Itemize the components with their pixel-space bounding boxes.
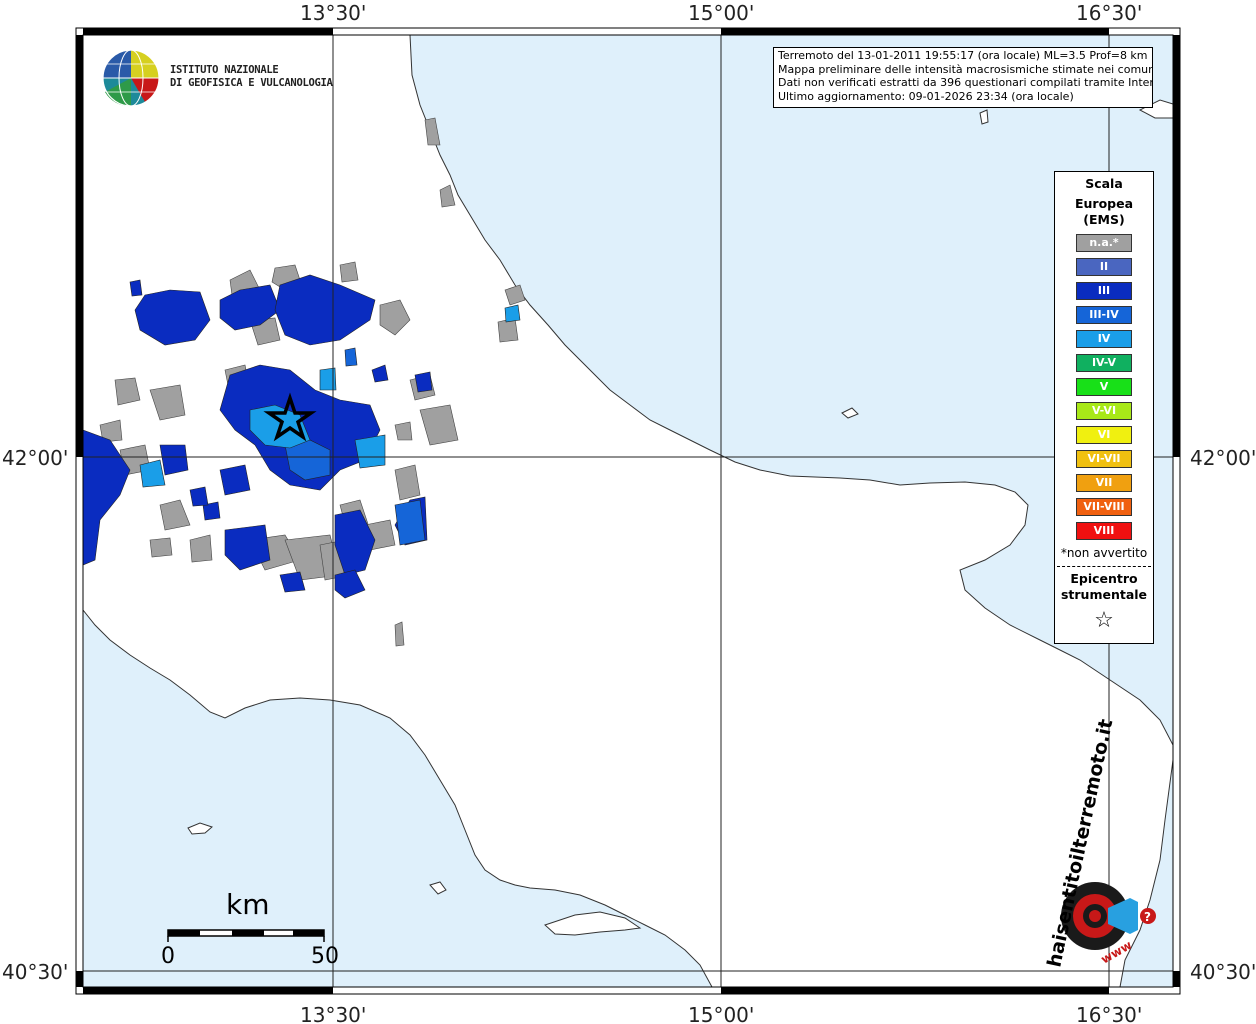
- peninsula: [544, 911, 642, 936]
- scalebar-min: 0: [161, 944, 175, 969]
- legend-swatch: V: [1076, 378, 1132, 396]
- ingv-line-1: ISTITUTO NAZIONALE: [170, 64, 279, 76]
- left-label-2: 40°30': [2, 960, 68, 984]
- adriatic-sea: [409, 34, 1174, 746]
- bottom-label-3: 16°30': [1076, 1003, 1142, 1024]
- info-line-3: Dati non verificati estratti da 396 ques…: [778, 76, 1153, 89]
- left-label-1: 42°00': [2, 446, 68, 470]
- legend-items: n.a.* II III III-IV IV IV-V V V-VI VI VI-VII VII VI…: [1055, 234, 1153, 540]
- epicenter-star: [263, 392, 317, 442]
- top-label-1: 13°30': [300, 1, 366, 25]
- island-2: [429, 881, 447, 895]
- legend-swatch: n.a.*: [1076, 234, 1132, 252]
- earthquake-info-box: Terremoto del 13-01-2011 19:55:17 (ora l…: [773, 47, 1153, 108]
- legend-note: *non avvertito: [1060, 546, 1148, 560]
- legend-swatch: VII: [1076, 474, 1132, 492]
- right-label-1: 42°00': [1190, 446, 1256, 470]
- bottom-label-1: 13°30': [300, 1003, 366, 1024]
- legend-swatch: II: [1076, 258, 1132, 276]
- legend-epicenter-2: strumentale: [1060, 587, 1148, 602]
- top-label-3: 16°30': [1076, 1, 1142, 25]
- island-1: [187, 822, 213, 835]
- right-label-2: 40°30': [1190, 960, 1256, 984]
- scalebar-max: 50: [311, 944, 339, 969]
- bottom-label-2: 15°00': [688, 1003, 754, 1024]
- iii-iv-municipalities: [284, 347, 426, 546]
- info-line-4: Ultimo aggiornamento: 09-01-2026 23:34 (…: [778, 89, 1074, 103]
- legend-swatch: VI-VII: [1076, 450, 1132, 468]
- info-line-2: Mappa preliminare delle intensità macros…: [778, 62, 1153, 76]
- scalebar-unit: km: [226, 888, 270, 921]
- legend-star-icon: ☆: [1094, 608, 1114, 633]
- legend-title-2: Europea: [1074, 196, 1134, 211]
- island-4: [979, 109, 989, 125]
- legend-swatch: IV: [1076, 330, 1132, 348]
- svg-text:?: ?: [1144, 910, 1151, 924]
- legend-swatch: VII-VIII: [1076, 498, 1132, 516]
- info-line-1: Terremoto del 13-01-2011 19:55:17 (ora l…: [778, 49, 1148, 62]
- legend-separator: [1057, 566, 1151, 567]
- legend-swatch: V-VI: [1076, 402, 1132, 420]
- ingv-globe-icon: [102, 49, 160, 107]
- legend-swatch: IV-V: [1076, 354, 1132, 372]
- ingv-logo-text: ISTITUTO NAZIONALE DI GEOFISICA E VULCAN…: [170, 64, 333, 90]
- scale-bar: [167, 929, 325, 942]
- legend-swatch: III-IV: [1076, 306, 1132, 324]
- legend-title-1: Scala: [1085, 176, 1123, 191]
- legend-title-3: (EMS): [1083, 212, 1125, 227]
- haisentito-logo-icon: ?: [1061, 882, 1156, 950]
- legend-swatch: III: [1076, 282, 1132, 300]
- ems-legend: Scala Europea (EMS) n.a.* II III III-IV IV IV…: [1054, 171, 1154, 644]
- ingv-line-2: DI GEOFISICA E VULCANOLOGIA: [170, 77, 333, 89]
- legend-swatch: VIII: [1076, 522, 1132, 540]
- legend-swatch: VI: [1076, 426, 1132, 444]
- island-3: [841, 407, 859, 419]
- top-label-2: 15°00': [688, 1, 754, 25]
- tyrrhenian-sea: [82, 608, 713, 988]
- legend-epicenter-1: Epicentro: [1070, 571, 1138, 586]
- map-frame: [75, 27, 1181, 995]
